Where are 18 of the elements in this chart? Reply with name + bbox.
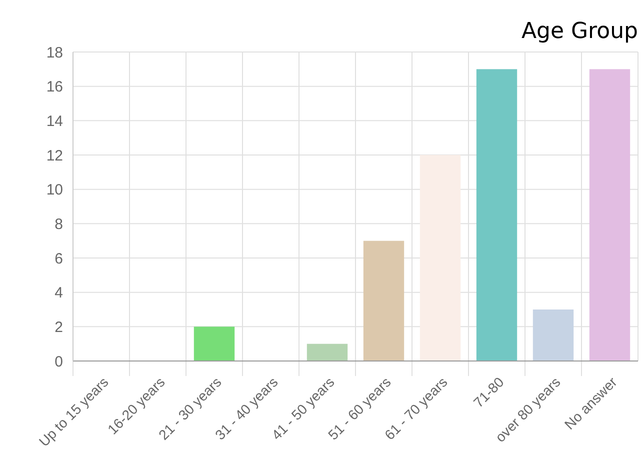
- y-tick-label: 16: [46, 78, 63, 96]
- y-tick-label: 4: [54, 284, 63, 302]
- y-tick-label: 0: [54, 353, 63, 370]
- y-tick-label: 12: [46, 147, 63, 164]
- chart-title: Age Group: [521, 19, 638, 44]
- y-tick-label: 2: [54, 318, 63, 336]
- bar: [589, 69, 630, 361]
- y-tick-label: 10: [46, 182, 63, 199]
- bar: [532, 310, 574, 361]
- bar: [476, 69, 518, 361]
- bar: [306, 344, 348, 361]
- y-tick-label: 8: [54, 216, 63, 233]
- y-tick-label: 14: [46, 112, 63, 130]
- bar: [363, 240, 404, 361]
- y-tick-label: 18: [46, 44, 63, 62]
- bar: [194, 326, 235, 361]
- bar: [420, 155, 461, 361]
- y-tick-label: 6: [54, 250, 63, 268]
